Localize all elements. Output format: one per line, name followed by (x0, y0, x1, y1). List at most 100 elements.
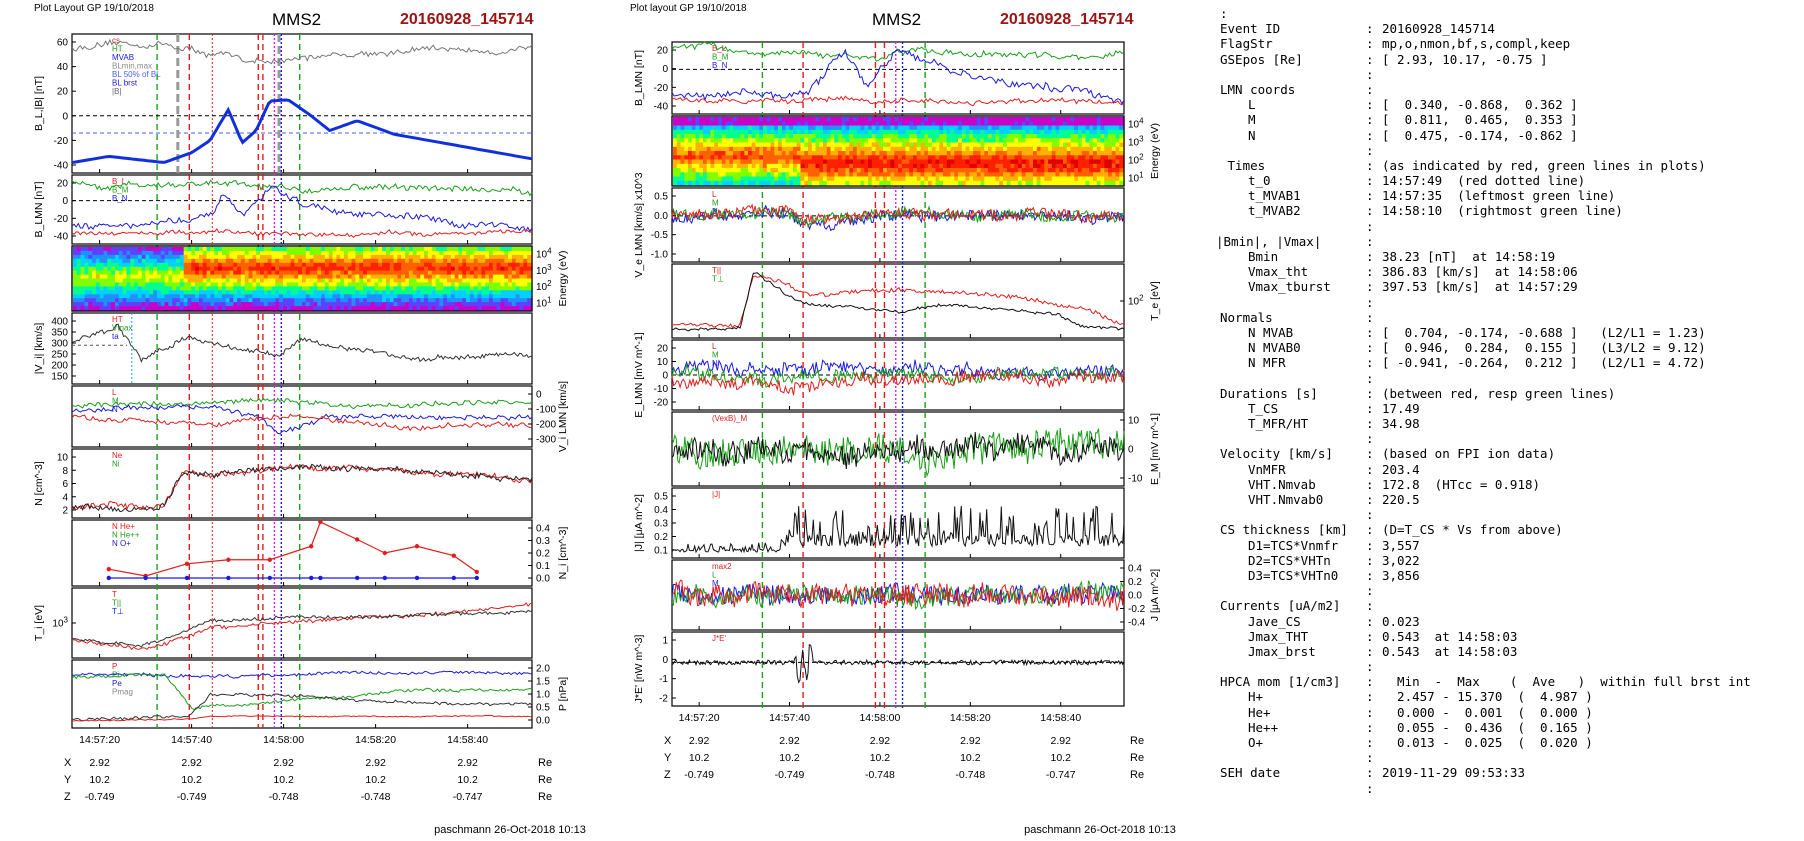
spectrogram-cell (275, 286, 280, 291)
spectrogram-cell (130, 286, 135, 291)
spectrogram-cell (386, 298, 391, 303)
spectrogram-cell (107, 258, 112, 264)
spectrogram-cell (172, 258, 177, 264)
spectrogram-cell (168, 302, 173, 307)
spectrogram-cell (496, 250, 501, 256)
spectrogram-cell (834, 134, 839, 139)
legend-entry: Pi (112, 671, 119, 680)
y-tick-label: 2 (62, 506, 68, 517)
spectrogram-cell (1003, 180, 1008, 186)
spectrogram-cell (317, 250, 322, 256)
spectrogram-cell (946, 129, 952, 135)
spectrogram-cell (1119, 138, 1124, 144)
spectrogram-cell (240, 302, 246, 307)
spectrogram-cell (1085, 155, 1090, 161)
spectrogram-cell (302, 254, 307, 260)
spectrogram-cell (344, 266, 349, 272)
spectrogram-cell (680, 117, 685, 122)
spectrogram-cell (879, 163, 884, 169)
spectrogram-cell (202, 282, 208, 287)
spectrogram-cell (286, 294, 292, 299)
spectrogram-cell (149, 258, 154, 264)
subplot-7: 0.50.40.30.20.1|J| [μA m^-2] |J| (633, 487, 1125, 559)
spectrogram-cell (864, 151, 869, 156)
spectrogram-cell (935, 176, 940, 182)
spectrogram-cell (176, 266, 181, 272)
spectrogram-cell (883, 180, 888, 186)
spectrogram-cell (1040, 134, 1045, 139)
spectrogram-cell (340, 290, 345, 295)
subplot-1: 200-20-40B_LMN [nT]B_LB_MB_N (633, 41, 1125, 115)
spectrogram-cell (811, 142, 817, 148)
spectrogram-cell (916, 163, 922, 169)
spectrogram-cell (1048, 172, 1053, 178)
info-colon: : (1366, 416, 1374, 432)
y-tick-label: 0 (662, 64, 668, 75)
spectrogram-cell (755, 117, 760, 122)
tick-exp: 3 (64, 616, 69, 625)
spectrogram-cell (1055, 129, 1060, 135)
spectrogram-cell (1029, 138, 1034, 144)
spectrogram-cell (153, 270, 158, 276)
spectrogram-cell (450, 278, 456, 283)
spectrogram-cell (695, 155, 700, 161)
spectrogram-cell (225, 302, 231, 307)
spectrogram-cell (935, 125, 940, 131)
spectrogram-cell (267, 250, 272, 256)
spectrogram-cell (744, 142, 749, 148)
spectrogram-cell (477, 306, 482, 311)
info-key: O+ (1248, 735, 1264, 750)
spectrogram-cell (961, 146, 967, 152)
spectrogram-cell (492, 302, 498, 307)
spectrogram-cell (1048, 117, 1053, 122)
spectrogram-cell (126, 262, 131, 268)
spectrogram-cell (875, 172, 880, 178)
y-axis-label: E_LMN [mV m^-1] (633, 332, 645, 418)
y-tick-label: -40 (654, 102, 669, 113)
y-tick-label: 0 (662, 371, 668, 382)
spectrogram-cell (359, 290, 364, 295)
spectrogram-cell (515, 286, 521, 291)
spectrogram-cell (275, 278, 280, 283)
spectrogram-cell (736, 125, 742, 131)
spectrogram-cell (1074, 168, 1079, 173)
spectrogram-cell (95, 254, 101, 260)
spectrogram-cell (1078, 176, 1083, 182)
spectrogram-cell (1111, 176, 1117, 182)
spectrogram-cell (458, 302, 463, 307)
spectrogram-cell (853, 121, 858, 127)
he2-trace (108, 521, 478, 577)
spectrogram-cell (748, 159, 753, 165)
spectrogram-cell (901, 176, 907, 182)
spectrogram-cell (237, 302, 242, 307)
spectrogram-cell (435, 274, 440, 280)
spectrogram-cell (359, 262, 364, 268)
spectrogram-cell (999, 125, 1004, 131)
spectrogram-cell (1025, 121, 1030, 127)
spectrogram-cell (980, 159, 985, 165)
spectrogram-cell (164, 250, 169, 256)
spectrogram-cell (157, 262, 162, 268)
vexb-trace (671, 431, 1125, 469)
spectrogram-cell (229, 306, 234, 311)
spectrogram-cell (1025, 129, 1030, 135)
spectrogram-cell (706, 134, 712, 139)
spectrogram-cell (137, 294, 143, 299)
spectrogram-cell (1059, 146, 1064, 152)
spectrogram-cell (496, 274, 501, 280)
spectrogram-cell (95, 266, 101, 272)
spectrogram-cell (1070, 172, 1075, 178)
spectrogram-cell (1014, 142, 1019, 148)
info-key: VHT.Nmvab0 (1248, 492, 1324, 507)
spectrogram-cell (153, 258, 158, 264)
spectrogram-cell (759, 151, 764, 156)
spectrogram-cell (424, 266, 429, 272)
spectrogram-cell (302, 298, 307, 303)
ephem-value: 10.2 (457, 774, 478, 786)
spectrogram-cell (233, 247, 238, 252)
spectrogram-cell (984, 138, 989, 144)
spectrogram-cell (875, 159, 880, 165)
spectrogram-cell (351, 306, 356, 311)
spectrogram-cell (118, 286, 124, 291)
spectrogram-cell (344, 254, 349, 260)
